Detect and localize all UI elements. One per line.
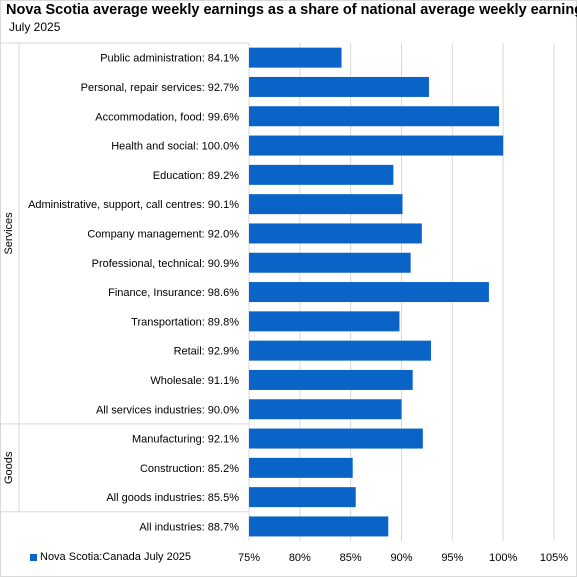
category-label: Manufacturing: 92.1% [132, 434, 239, 446]
category-label: All goods industries: 85.5% [106, 492, 239, 504]
bar [249, 282, 489, 303]
x-tick-label: 105% [540, 552, 568, 564]
category-label: Professional, technical: 90.9% [92, 258, 240, 270]
bar [249, 164, 394, 185]
category-label: Wholesale: 91.1% [150, 375, 239, 387]
bar [249, 428, 423, 449]
category-label: Administrative, support, call centres: 9… [28, 199, 239, 211]
group-label: Services [3, 212, 15, 255]
category-label: Retail: 92.9% [174, 346, 240, 358]
category-label: Company management: 92.0% [87, 228, 239, 240]
bar [249, 369, 413, 390]
x-tick-label: 95% [441, 552, 463, 564]
category-label: Health and social: 100.0% [111, 141, 239, 153]
x-tick-label: 90% [390, 552, 412, 564]
category-label: Transportation: 89.8% [131, 316, 239, 328]
bar [249, 194, 403, 215]
chart-title: Nova Scotia average weekly earnings as a… [6, 2, 577, 18]
bar [249, 76, 429, 97]
bar [249, 457, 353, 478]
group-label: Goods [3, 451, 15, 484]
legend-swatch [30, 553, 37, 561]
category-label: All services industries: 90.0% [96, 404, 239, 416]
bar [249, 223, 422, 244]
bar [249, 135, 504, 156]
x-tick-label: 80% [289, 552, 311, 564]
bar [249, 399, 402, 420]
category-label: Finance, Insurance: 98.6% [108, 287, 239, 299]
category-label: Public administration: 84.1% [100, 53, 239, 65]
bar [249, 311, 400, 332]
category-label: Personal, repair services: 92.7% [81, 82, 240, 94]
legend: Nova Scotia:Canada July 2025 [30, 551, 191, 563]
bar [249, 252, 411, 273]
chart-subtitle: July 2025 [9, 20, 61, 34]
category-label: All industries: 88.7% [139, 521, 239, 533]
x-tick-label: 75% [238, 552, 260, 564]
x-tick-label: 100% [489, 552, 517, 564]
bar [249, 340, 431, 361]
category-label: Accommodation, food: 99.6% [95, 111, 239, 123]
bar [249, 516, 389, 537]
category-label: Construction: 85.2% [140, 463, 239, 475]
bar [249, 487, 356, 508]
bar [249, 106, 500, 127]
bar [249, 47, 342, 68]
category-label: Education: 89.2% [153, 170, 239, 182]
legend-label: Nova Scotia:Canada July 2025 [40, 551, 192, 563]
x-tick-label: 85% [340, 552, 362, 564]
